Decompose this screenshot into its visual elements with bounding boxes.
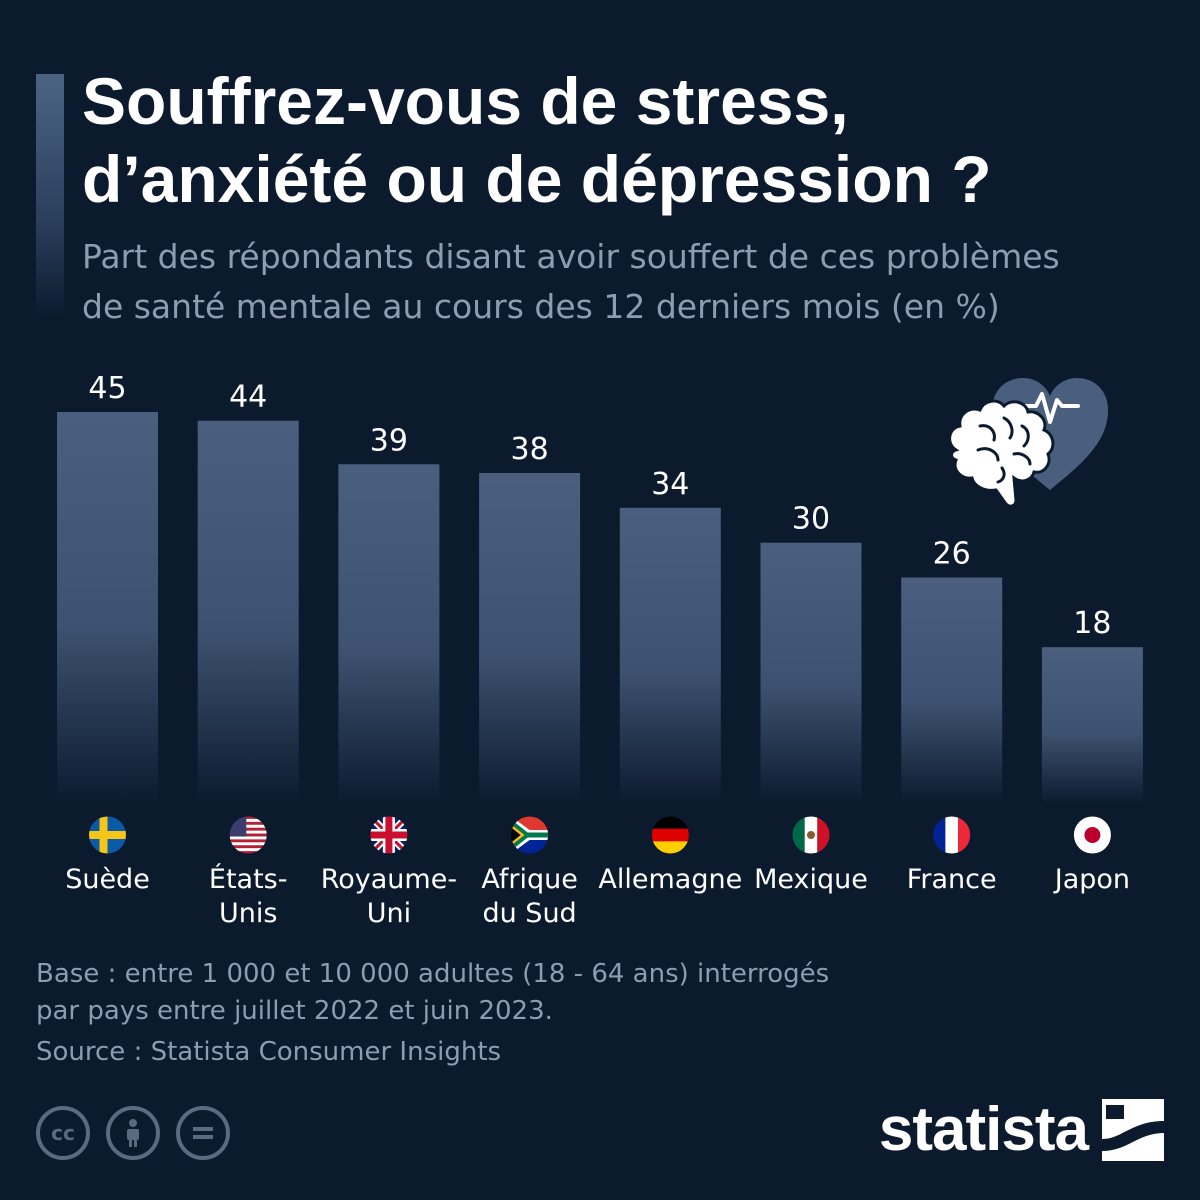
value-label: 26 [933, 537, 971, 572]
category-label: France [907, 864, 997, 895]
value-label: 38 [511, 432, 549, 467]
bar [1041, 647, 1143, 804]
bar [479, 472, 581, 804]
value-label: 45 [88, 371, 126, 406]
attribution-icon[interactable] [106, 1106, 160, 1160]
bar [901, 577, 1003, 804]
south-africa-flag-icon [510, 816, 549, 854]
license-icons: cc [36, 1106, 230, 1160]
bar [57, 412, 158, 804]
value-label: 30 [792, 502, 830, 537]
bar [760, 542, 862, 804]
usa-flag-icon [229, 816, 268, 854]
category-label: Uni [367, 898, 411, 929]
category-label: Allemagne [598, 864, 742, 895]
value-label: 18 [1073, 606, 1111, 641]
uk-flag-icon [369, 816, 408, 854]
title-accent-bar [36, 74, 64, 318]
no-derivatives-icon[interactable] [176, 1106, 230, 1160]
value-label: 44 [229, 380, 267, 415]
bar-group: 30 Mexique [754, 502, 868, 895]
chart-subtitle: Part des répondants disant avoir souffer… [82, 232, 1182, 332]
category-label: du Sud [482, 898, 576, 929]
category-label: Royaume- [321, 864, 457, 895]
sweden-flag-icon [88, 816, 127, 854]
brain-heart-icon [948, 378, 1108, 508]
statista-logo[interactable]: statista [879, 1094, 1164, 1165]
germany-flag-icon [651, 816, 690, 854]
title-line-2: d’anxiété ou de dépression ? [82, 142, 992, 216]
statista-mark-icon [1102, 1098, 1164, 1161]
bar-group: 34 Allemagne [598, 467, 742, 895]
category-label: Suède [65, 864, 150, 895]
mexico-flag-icon [792, 816, 830, 854]
category-label: Mexique [754, 864, 868, 895]
category-label: Unis [219, 898, 277, 929]
bar-chart: 45 Suède 44 États-Unis 39 Royaume-Uni 38 Afriqu… [57, 371, 1143, 929]
brand-name: statista [878, 1095, 1089, 1164]
value-label: 39 [370, 423, 408, 458]
value-label: 34 [651, 467, 689, 502]
category-label: Afrique [481, 864, 577, 895]
subtitle-line-2: de santé mentale au cours des 12 dernier… [82, 287, 1000, 326]
bar [338, 464, 440, 804]
title-line-1: Souffrez-vous de stress, [82, 64, 849, 138]
category-label: Japon [1053, 864, 1130, 895]
bar-group: 45 Suède [57, 371, 158, 895]
bar-group: 18 Japon [1041, 606, 1143, 895]
source-text: Source : Statista Consumer Insights [36, 1037, 502, 1067]
bar-group: 26 France [901, 537, 1003, 895]
japan-flag-icon [1073, 816, 1112, 854]
footnote: Base : entre 1 000 et 10 000 adultes (18… [36, 956, 896, 1030]
cc-icon[interactable]: cc [36, 1106, 90, 1160]
footnote-line-1: Base : entre 1 000 et 10 000 adultes (18… [36, 959, 830, 989]
france-flag-icon [932, 816, 971, 854]
bar [619, 507, 721, 804]
chart-title: Souffrez-vous de stress, d’anxiété ou de… [82, 62, 1182, 218]
bar-group: 39 Royaume-Uni [321, 423, 457, 929]
subtitle-line-1: Part des répondants disant avoir souffer… [82, 237, 1060, 276]
bar-group: 44 États-Unis [197, 380, 299, 929]
bar [197, 420, 299, 804]
category-label: États- [209, 863, 288, 895]
footnote-line-2: par pays entre juillet 2022 et juin 2023… [36, 996, 553, 1026]
